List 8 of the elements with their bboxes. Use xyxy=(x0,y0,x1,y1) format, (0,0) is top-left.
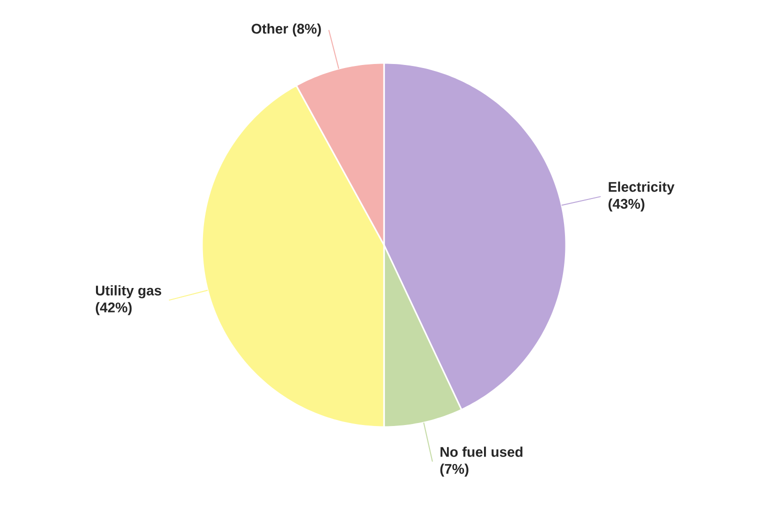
slice-label: Electricity xyxy=(608,182,674,195)
data-label: (8%) xyxy=(292,23,321,36)
slice-label: Other xyxy=(252,23,288,34)
slice-label: Utility gas xyxy=(96,285,162,298)
data-label: (7%) xyxy=(440,464,468,477)
data-label: (43%) xyxy=(608,198,644,212)
data-label: (42%) xyxy=(96,302,132,316)
slice-label: No fuel used xyxy=(440,446,522,457)
